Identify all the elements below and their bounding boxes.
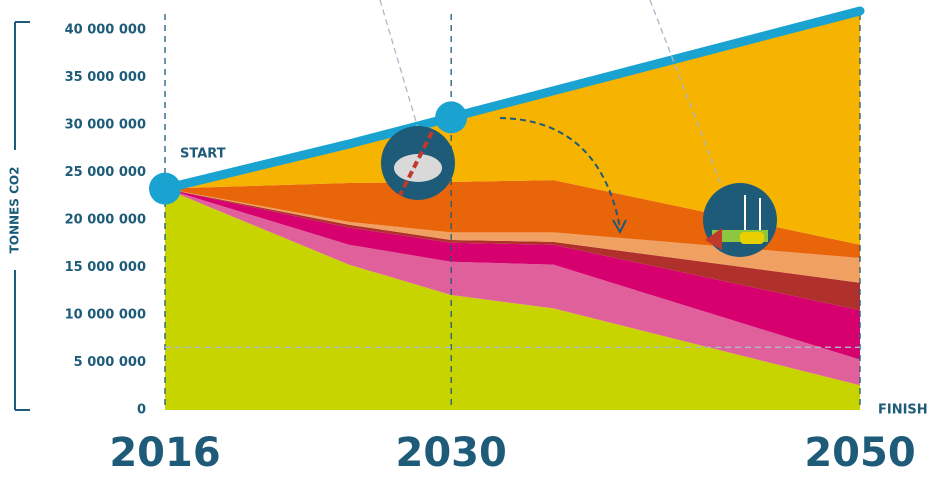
x-tick-label: 2016 (109, 430, 220, 476)
pointer (649, 0, 726, 196)
y-tick-label: 35 000 000 (65, 70, 146, 85)
line-marker (435, 101, 468, 134)
arrow (499, 117, 621, 229)
annotation: START (180, 147, 226, 162)
icon-renewables (703, 183, 777, 257)
area (165, 188, 860, 410)
y-tick-label: 5 000 000 (74, 355, 146, 370)
arrowhead (612, 219, 627, 235)
y-tick-label: 30 000 000 (65, 118, 146, 133)
label-bg (7, 150, 23, 270)
y-tick-label: 40 000 000 (65, 23, 146, 38)
area (165, 180, 860, 258)
y-tick-label: 25 000 000 (65, 165, 146, 180)
plot: 2016 2030 2050 0 5 000 000 10 000 000 15 000 0… (65, 6, 916, 476)
y-tick-label: 10 000 000 (65, 308, 146, 323)
area (165, 188, 860, 283)
annotation: FINISH (878, 403, 928, 418)
area (165, 11, 860, 245)
y-tick-label: 20 000 000 (65, 213, 146, 228)
area (165, 188, 860, 386)
y-tick-label: 0 (137, 403, 146, 418)
icon-co2 (381, 126, 455, 200)
line-marker (149, 172, 181, 205)
y-axis-label: TONNES CO2 (8, 167, 22, 254)
pointer (379, 0, 421, 136)
y-tick-label: 15 000 000 (65, 260, 146, 275)
area (165, 188, 860, 360)
x-tick-label: 2050 (804, 430, 915, 476)
x-tick-label: 2030 (396, 430, 507, 476)
